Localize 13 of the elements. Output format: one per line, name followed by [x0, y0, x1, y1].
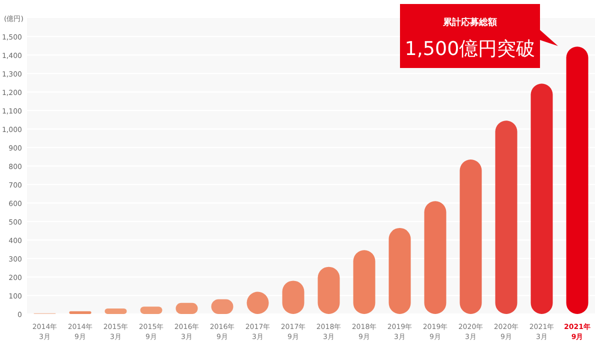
annotation: 累計応募総額	[442, 17, 497, 28]
bar	[318, 266, 340, 314]
bar	[424, 201, 446, 314]
bar	[104, 308, 127, 314]
annotation: 1,500億円突破	[404, 38, 536, 60]
bar	[353, 250, 376, 314]
bar	[140, 306, 162, 314]
bar	[69, 311, 92, 314]
bar	[495, 120, 518, 314]
bar	[460, 160, 482, 314]
bar	[530, 84, 553, 314]
bar	[388, 228, 411, 314]
bar	[566, 46, 588, 314]
